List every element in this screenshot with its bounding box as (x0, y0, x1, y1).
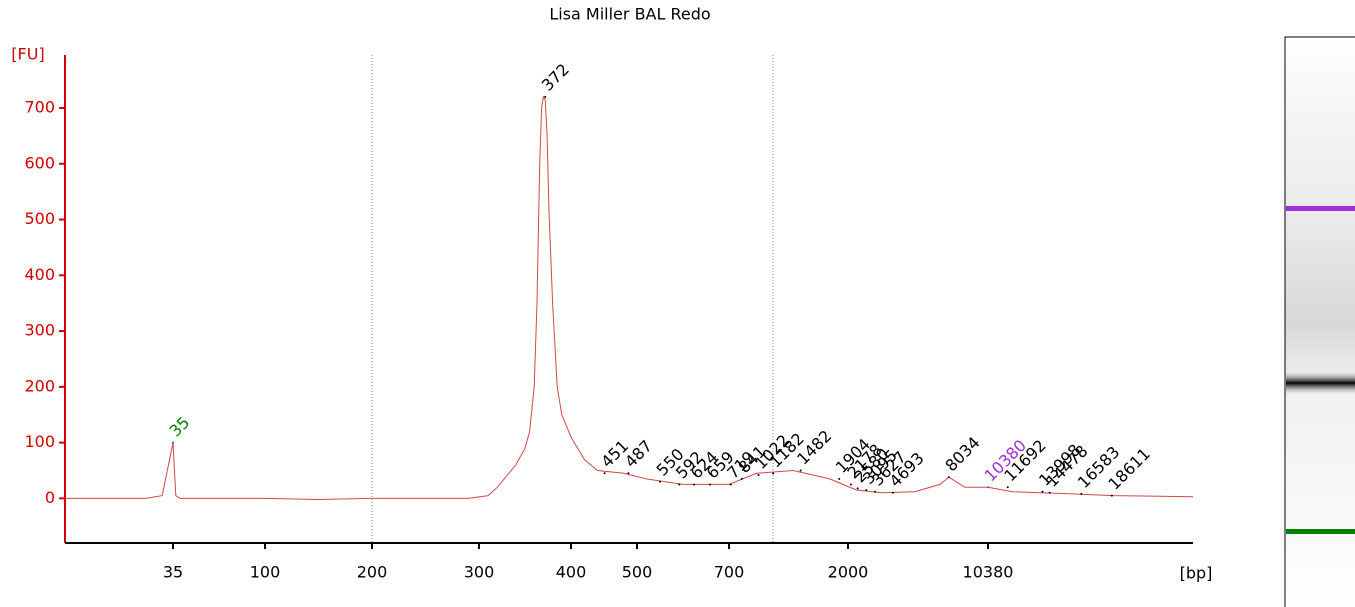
peak-point (856, 487, 859, 490)
peak-point (799, 469, 802, 472)
peak-point (740, 477, 743, 480)
peak-label: 487 (621, 436, 656, 471)
x-tick-label: 10380 (963, 563, 1014, 582)
main-band (1286, 370, 1355, 396)
peak-point (1006, 486, 1009, 489)
peak-point (627, 472, 630, 475)
peak-label: 1482 (793, 426, 835, 468)
peak-point (874, 490, 877, 493)
x-tick-label: 500 (622, 563, 653, 582)
peak-point (709, 483, 712, 486)
peak-point (729, 483, 732, 486)
peak-point (678, 483, 681, 486)
peak-point (1048, 491, 1051, 494)
peak-point (1080, 492, 1083, 495)
peak-point (1041, 490, 1044, 493)
peak-label: 372 (538, 60, 573, 95)
y-axis-label: [FU] (11, 45, 44, 64)
x-tick-label: 700 (714, 563, 745, 582)
peak-point (659, 480, 661, 483)
peak-label: 8034 (941, 433, 983, 475)
peak-point (891, 491, 894, 494)
peak-point (544, 95, 547, 98)
peak-point (987, 486, 989, 489)
y-tick-label: 200 (24, 376, 55, 395)
chart-title: Lisa Miller BAL Redo (549, 5, 710, 24)
x-axis-label: [bp] (1180, 564, 1213, 583)
y-tick-label: 700 (24, 97, 55, 116)
y-tick-label: 100 (24, 432, 55, 451)
y-tick-label: 300 (24, 321, 55, 340)
x-tick-label: 2000 (828, 563, 869, 582)
peak-point (1110, 494, 1113, 497)
peak-point (172, 441, 174, 444)
peak-point (603, 472, 606, 475)
lower-marker-band (1286, 529, 1355, 534)
gel-lane (1284, 36, 1355, 607)
trace (65, 95, 1194, 501)
gel-background (1284, 36, 1355, 607)
peak-point (772, 472, 775, 475)
x-tick-label: 35 (163, 563, 183, 582)
peak-label: 35 (166, 413, 194, 441)
x-tick-label: 400 (556, 563, 587, 582)
x-tick-label: 300 (464, 563, 495, 582)
peak-point (838, 477, 841, 480)
y-tick-label: 0 (45, 488, 55, 507)
peak-point (757, 473, 760, 476)
x-tick-label: 100 (250, 563, 281, 582)
y-tick-label: 400 (24, 265, 55, 284)
peak-point (849, 483, 852, 486)
y-tick-label: 500 (24, 209, 55, 228)
peak-point (693, 483, 696, 486)
peak-point (865, 489, 868, 492)
peak-point (947, 476, 950, 479)
y-tick-label: 600 (24, 153, 55, 172)
upper-marker-band (1286, 206, 1355, 211)
x-tick-label: 200 (357, 563, 388, 582)
